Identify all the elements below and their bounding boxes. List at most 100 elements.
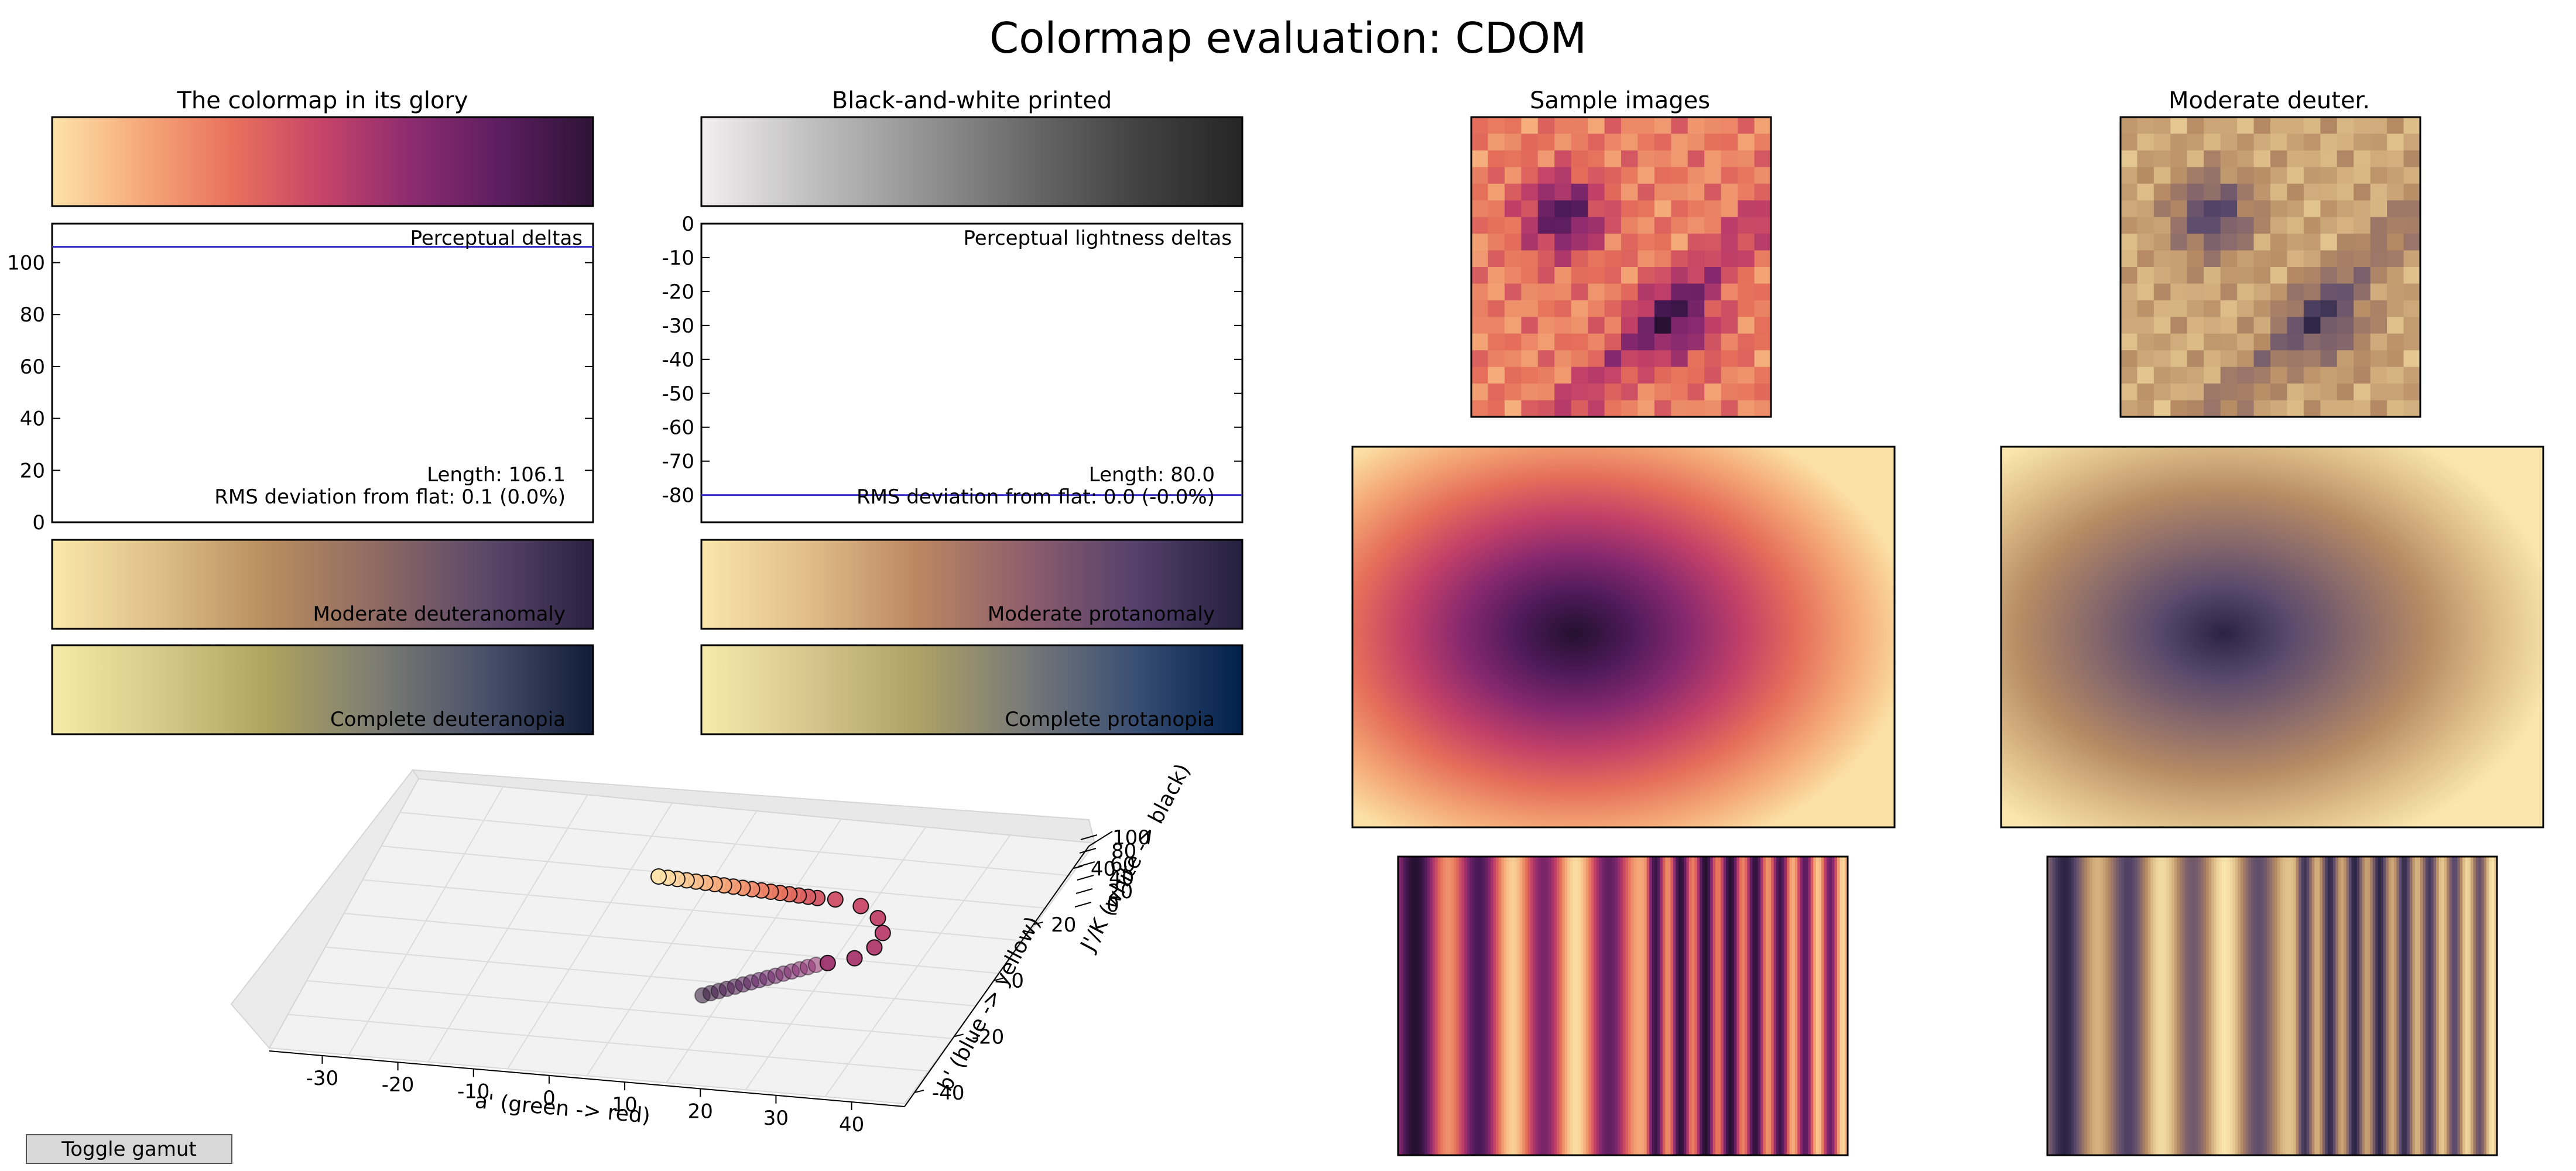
pixel-cell [1754, 267, 1772, 285]
y-tick-label: -20 [972, 1025, 1005, 1049]
pixel-cell [2403, 317, 2421, 334]
pixel-cell [1654, 367, 1671, 384]
pixel-cell [1721, 267, 1738, 285]
wave-band [1570, 857, 1573, 1155]
pixel-cell [1537, 133, 1555, 151]
wave-band [1813, 857, 1817, 1155]
pixel-cell [2303, 133, 2321, 151]
pixel-cell [1471, 117, 1489, 135]
pixel-cell [1754, 367, 1772, 384]
pixel-cell [1638, 117, 1655, 135]
pixel-cell [2170, 117, 2188, 135]
pixel-cell [2253, 400, 2271, 417]
wave-band [1496, 857, 1499, 1155]
pixel-cell [2220, 333, 2238, 351]
colormap-point [874, 925, 891, 941]
y-tick [994, 977, 1003, 981]
pixel-cell [1604, 183, 1622, 201]
pixel-cell [1738, 234, 1755, 251]
wave-band [1562, 857, 1566, 1155]
pixel-cell [1721, 367, 1738, 384]
pixel-cell [2370, 267, 2387, 285]
pixel-cell [1704, 267, 1722, 285]
wave-band [1583, 857, 1587, 1155]
pixel-cell [2220, 300, 2238, 317]
pixel-cell [1488, 234, 1505, 251]
grid-line [824, 834, 1011, 1097]
wave-band [2147, 857, 2151, 1155]
pixel-cell [2354, 150, 2371, 167]
pixel-cell [2121, 133, 2138, 151]
wave-band [1660, 857, 1663, 1155]
pixel-cell [1687, 167, 1705, 184]
pixel-cell [1738, 333, 1755, 351]
wave-band [2238, 857, 2241, 1155]
pixel-cell [2287, 117, 2304, 135]
pixel-cell [2237, 300, 2255, 317]
grid-line [362, 879, 1024, 941]
pixel-cell [2121, 234, 2138, 251]
pixel-cell [2354, 367, 2371, 384]
wave-band [2457, 857, 2461, 1155]
wave-band [1784, 857, 1787, 1155]
z-tick-label: 20 [1108, 880, 1133, 903]
wave-band [1728, 857, 1732, 1155]
z-axis-line [1088, 831, 1113, 847]
pixel-cell [2287, 217, 2304, 234]
wave-band [2351, 857, 2355, 1155]
wave-band [1491, 857, 1494, 1155]
wave-band [1588, 857, 1592, 1155]
pixel-cell [1654, 133, 1671, 151]
pixel-cell [2270, 167, 2288, 184]
pixel-cell [2170, 250, 2188, 268]
pixel-cell [1521, 183, 1539, 201]
wave-band [1517, 857, 1520, 1155]
pixel-cell [2121, 317, 2138, 334]
wave-band [1488, 857, 1491, 1155]
perceptual-deltas-rms: RMS deviation from flat: 0.1 (0.0%) [214, 485, 566, 509]
pixel-cell [1571, 167, 1588, 184]
pixel-cell [2253, 133, 2271, 151]
wave-band [2158, 857, 2161, 1155]
wave-band [1702, 857, 1705, 1155]
wave-band [1824, 857, 1827, 1155]
pixel-cell [1537, 367, 1555, 384]
pixel-cell [1638, 300, 1655, 317]
pixel-cell [1654, 350, 1671, 368]
pixel-cell [2153, 384, 2171, 401]
pixel-cell [2387, 150, 2404, 167]
pixel-cell [1654, 333, 1671, 351]
wave-band [1472, 857, 1475, 1155]
grid-line [745, 826, 927, 1090]
wave-band [1411, 857, 1414, 1155]
toggle-gamut-button[interactable]: Toggle gamut [26, 1134, 232, 1164]
pixel-cell [2337, 133, 2354, 151]
wave-band [1747, 857, 1751, 1155]
colormap-point [852, 898, 869, 915]
pixel-cell [1754, 300, 1772, 317]
pixel-cell [2187, 133, 2204, 151]
pixel-cell [1738, 200, 1755, 218]
pixel-cell [2320, 367, 2338, 384]
pixel-cell [1521, 234, 1539, 251]
wave-band [1519, 857, 1523, 1155]
pixel-cell [1521, 384, 1539, 401]
wave-band [1773, 857, 1777, 1155]
pixel-cell [2320, 167, 2338, 184]
wave-band [2108, 857, 2112, 1155]
pixel-cell [2170, 150, 2188, 167]
pixel-cell [1687, 217, 1705, 234]
wave-band [1485, 857, 1489, 1155]
wave-band [1414, 857, 1417, 1155]
wave-band [1551, 857, 1555, 1155]
pixel-cell [1471, 183, 1489, 201]
pixel-cell [1504, 384, 1522, 401]
pixel-cell [1488, 183, 1505, 201]
wave-band [1657, 857, 1660, 1155]
image-frame [1397, 855, 1849, 1156]
wave-band [1604, 857, 1608, 1155]
pixel-cell [2253, 350, 2271, 368]
pixel-cell [1738, 183, 1755, 201]
pixel-cell [1604, 283, 1622, 301]
wave-band [1760, 857, 1764, 1155]
